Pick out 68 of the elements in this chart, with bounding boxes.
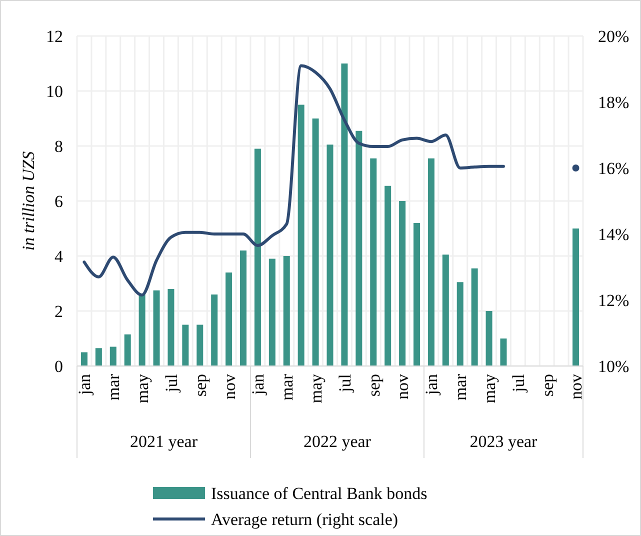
x-tick-label: nov (393, 374, 412, 400)
bar (486, 311, 492, 366)
text: 2021 year (130, 432, 198, 451)
bar (456, 282, 464, 366)
x-tick-label: sep (190, 374, 210, 397)
bar (182, 324, 189, 366)
y-axis-title: in trillion UZS (19, 150, 38, 251)
bar (240, 250, 247, 366)
x-tick-label: mar (104, 374, 124, 400)
bar (268, 258, 276, 366)
y2-tick-label: 14% (598, 224, 630, 244)
bar (226, 272, 232, 366)
bar (370, 158, 377, 366)
x-tick-label: sep (364, 374, 384, 397)
x-tick-label: mar (451, 374, 470, 400)
bar (298, 104, 304, 366)
y-tick-label: 12 (46, 26, 63, 46)
bar (153, 290, 160, 366)
bar (254, 148, 261, 366)
y2-tick-label: 20% (598, 26, 630, 46)
x-tick-label: jul (162, 374, 181, 393)
x-tick-label: jan (75, 374, 94, 396)
x-tick-label: sep (538, 374, 557, 397)
bar (283, 256, 290, 366)
bar (500, 338, 507, 366)
bar (326, 144, 334, 366)
y2-tick-label: 10% (598, 356, 630, 376)
x-tick-label: jan (422, 374, 442, 396)
bar (124, 334, 131, 366)
bar (442, 254, 449, 366)
y2-tick-label: 12% (598, 290, 630, 310)
x-tick-label: may (306, 374, 326, 404)
y-tick-label: 4 (54, 246, 64, 266)
x-tick-label: nov (566, 374, 586, 400)
x-tick-label: jan (248, 374, 268, 396)
x-tick-label: jul (335, 374, 354, 393)
bar (384, 186, 392, 366)
y-tick-label: 6 (54, 192, 63, 211)
bar (471, 268, 478, 366)
text: 2022 year (303, 432, 372, 451)
legend-label: Average return (right scale) (211, 510, 398, 529)
bar (428, 158, 434, 366)
bar (196, 324, 204, 366)
y-tick-label: 2 (54, 302, 63, 321)
y2-tick-label: 16% (598, 158, 630, 178)
text: 2023 year (470, 432, 538, 451)
x-tick-label: nov (220, 374, 239, 400)
x-tick-label: may (480, 374, 499, 404)
bar (80, 352, 88, 366)
bar (211, 294, 218, 366)
x-tick-label: jul (508, 374, 528, 393)
bar (138, 294, 146, 366)
bar (312, 118, 319, 366)
bar (95, 348, 102, 366)
x-tick-label: may (133, 374, 152, 404)
legend-label: Issuance of Central Bank bonds (211, 484, 428, 503)
y2-tick-label: 18% (598, 92, 630, 112)
bar (356, 130, 362, 366)
bar (341, 64, 348, 366)
bar (110, 346, 116, 366)
bar (572, 228, 580, 366)
y-tick-label: 10 (46, 82, 63, 101)
bar (399, 201, 406, 366)
x-tick-label: mar (278, 374, 297, 400)
bar (413, 223, 420, 366)
bar (168, 289, 174, 366)
y-tick-label: 8 (54, 136, 63, 156)
y-tick-label: 0 (54, 356, 63, 376)
